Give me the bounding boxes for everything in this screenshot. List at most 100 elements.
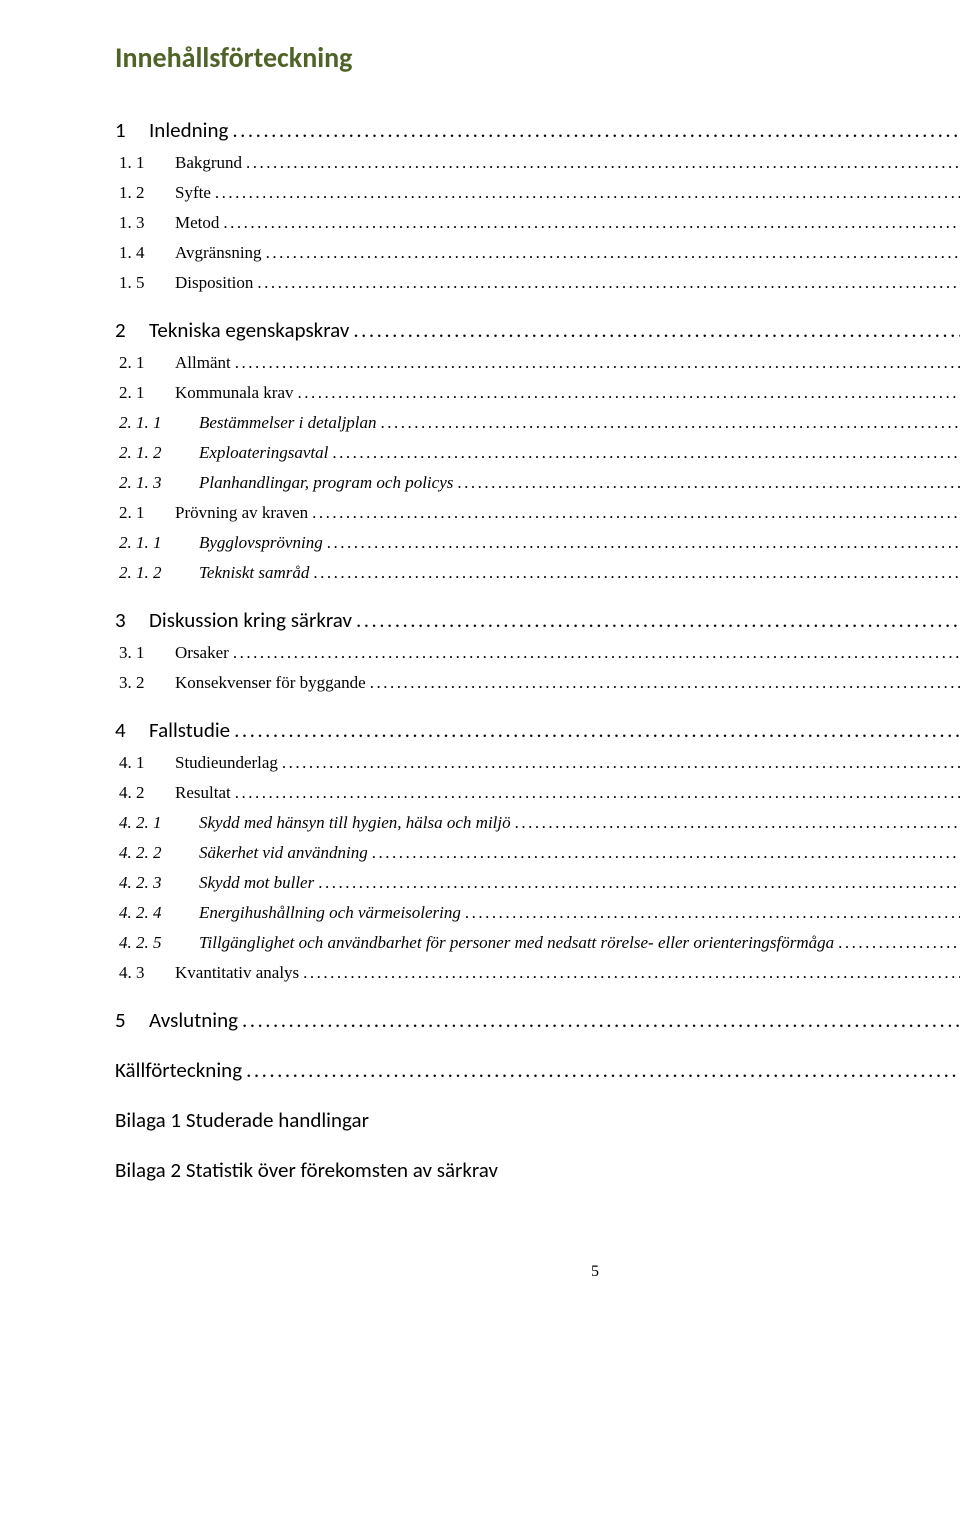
toc-leader-dots: ........................................… (246, 153, 960, 173)
toc-entry: 4. 2. 5Tillgänglighet och användbarhet f… (115, 933, 960, 953)
toc-leader-dots: ........................................… (327, 533, 960, 553)
toc-entry: 1. 3Metod...............................… (115, 213, 960, 233)
toc-entry-text: Fallstudie (149, 717, 230, 743)
toc-leader-dots: ........................................… (215, 183, 960, 203)
toc-entry-label: Källförteckning (115, 1057, 242, 1083)
toc-entry-number: 1. 5 (119, 273, 175, 293)
toc-entry-label: 2. 1. 2Exploateringsavtal (119, 443, 328, 463)
toc-leader-dots: ........................................… (257, 273, 960, 293)
toc-entry-label: 4. 2. 5Tillgänglighet och användbarhet f… (119, 933, 834, 953)
toc-leader-dots: ........................................… (353, 318, 960, 343)
toc-entry-label: 4. 3Kvantitativ analys (119, 963, 299, 983)
toc-title: Innehållsförteckning (115, 40, 960, 75)
toc-entry: 2. 1Kommunala krav......................… (115, 383, 960, 403)
toc-leader-dots: ........................................… (266, 243, 960, 263)
toc-leader-dots: ........................................… (515, 813, 960, 833)
toc-entry-text: Bygglovsprövning (199, 533, 323, 552)
toc-entry-text: Säkerhet vid användning (199, 843, 368, 862)
toc-leader-dots: ........................................… (370, 673, 960, 693)
toc-entry-label: 4. 2Resultat (119, 783, 231, 803)
toc-entry-label: 2. 1. 2Tekniskt samråd (119, 563, 309, 583)
toc-entry: 4. 2. 3Skydd mot buller.................… (115, 873, 960, 893)
toc-entry-number: 4. 2. 4 (119, 903, 199, 923)
toc-entry-number: 4. 2. 1 (119, 813, 199, 833)
toc-leader-dots: ........................................… (372, 843, 960, 863)
toc-leader-dots: ........................................… (246, 1058, 960, 1083)
toc-entry-text: Bestämmelser i detaljplan (199, 413, 377, 432)
toc-entry: 2. 1. 3Planhandlingar, program och polic… (115, 473, 960, 493)
toc-leader-dots: ........................................… (223, 213, 960, 233)
toc-entry-label: 2. 1Prövning av kraven (119, 503, 308, 523)
toc-entry-number: 4. 2. 3 (119, 873, 199, 893)
toc-leader-dots: ........................................… (465, 903, 960, 923)
toc-entry-number: 1. 4 (119, 243, 175, 263)
toc-entry-number: 1. 3 (119, 213, 175, 233)
toc-entry-number: 1. 1 (119, 153, 175, 173)
toc-entry-text: Prövning av kraven (175, 503, 308, 522)
toc-entry: 1. 4Avgränsning.........................… (115, 243, 960, 263)
toc-entry-label: 2Tekniska egenskapskrav (115, 317, 349, 343)
toc-entry-number: 1 (115, 117, 149, 143)
toc-leader-dots: ........................................… (298, 383, 960, 403)
toc-entry-text: Diskussion kring särkrav (149, 607, 352, 633)
toc-leader-dots: ........................................… (235, 783, 960, 803)
toc-entry-number: 2. 1. 2 (119, 443, 199, 463)
toc-leader-dots: ........................................… (303, 963, 960, 983)
toc-entry-number: 4. 3 (119, 963, 175, 983)
toc-entry: 4. 2. 2Säkerhet vid användning..........… (115, 843, 960, 863)
toc-entry: 2. 1Allmänt.............................… (115, 353, 960, 373)
toc-leader-dots: ........................................… (242, 1008, 960, 1033)
toc-entry-text: Kvantitativ analys (175, 963, 299, 982)
toc-leader-dots: ........................................… (282, 753, 960, 773)
toc-entry-text: Studieunderlag (175, 753, 278, 772)
page-number: 5 (115, 1263, 960, 1281)
toc-entry: 4. 2. 4Energihushållning och värmeisoler… (115, 903, 960, 923)
toc-entry-number: 4. 2. 2 (119, 843, 199, 863)
toc-entry: 3. 1Orsaker.............................… (115, 643, 960, 663)
toc-entry-text: Skydd mot buller (199, 873, 314, 892)
toc-entry-label: 1. 4Avgränsning (119, 243, 262, 263)
toc-entry: 2. 1. 1Bygglovsprövning.................… (115, 533, 960, 553)
toc-leader-dots: ........................................… (332, 443, 960, 463)
toc-entry-label: 4. 2. 1Skydd med hänsyn till hygien, häl… (119, 813, 511, 833)
toc-leader-dots: ........................................… (381, 413, 960, 433)
toc-entry-text: Bakgrund (175, 153, 242, 172)
toc-entry-label: 4. 2. 2Säkerhet vid användning (119, 843, 368, 863)
toc-entry: 4. 3Kvantitativ analys..................… (115, 963, 960, 983)
toc-entry-text: Allmänt (175, 353, 231, 372)
toc-entry-number: 2. 1 (119, 503, 175, 523)
toc-entry-number: 3 (115, 607, 149, 633)
toc-entry-label: 1. 2Syfte (119, 183, 211, 203)
toc-entry: 2Tekniska egenskapskrav.................… (115, 317, 960, 343)
toc-entry-text: Resultat (175, 783, 231, 802)
toc-entry-number: 3. 2 (119, 673, 175, 693)
toc-entry-label: 2. 1. 1Bygglovsprövning (119, 533, 323, 553)
toc-list: 1Inledning..............................… (115, 117, 960, 1083)
toc-entry-label: 1. 3Metod (119, 213, 219, 233)
toc-entry-text: Inledning (149, 117, 228, 143)
toc-entry-label: 1. 5Disposition (119, 273, 253, 293)
toc-entry: 2. 1. 2Exploateringsavtal...............… (115, 443, 960, 463)
toc-entry-number: 4. 1 (119, 753, 175, 773)
appendix-entry: Bilaga 2 Statistik över förekomsten av s… (115, 1157, 960, 1183)
toc-entry-number: 2. 1 (119, 383, 175, 403)
toc-leader-dots: ........................................… (318, 873, 960, 893)
toc-entry: 4Fallstudie.............................… (115, 717, 960, 743)
toc-entry: 1. 2Syfte...............................… (115, 183, 960, 203)
toc-leader-dots: ........................................… (356, 608, 960, 633)
toc-entry: 1. 1Bakgrund............................… (115, 153, 960, 173)
toc-entry: 5Avslutning.............................… (115, 1007, 960, 1033)
toc-entry-text: Planhandlingar, program och policys (199, 473, 453, 492)
toc-entry: 4. 1Studieunderlag......................… (115, 753, 960, 773)
toc-entry-text: Exploateringsavtal (199, 443, 328, 462)
toc-leader-dots: ........................................… (457, 473, 960, 493)
toc-entry-text: Konsekvenser för byggande (175, 673, 366, 692)
toc-entry-label: 4Fallstudie (115, 717, 230, 743)
toc-entry-label: 2. 1. 1Bestämmelser i detaljplan (119, 413, 377, 433)
toc-entry-number: 2. 1. 3 (119, 473, 199, 493)
toc-entry: 2. 1Prövning av kraven..................… (115, 503, 960, 523)
toc-leader-dots: ........................................… (313, 563, 960, 583)
toc-entry-text: Kommunala krav (175, 383, 294, 402)
toc-entry: 2. 1. 2Tekniskt samråd..................… (115, 563, 960, 583)
toc-entry: 1. 5Disposition.........................… (115, 273, 960, 293)
